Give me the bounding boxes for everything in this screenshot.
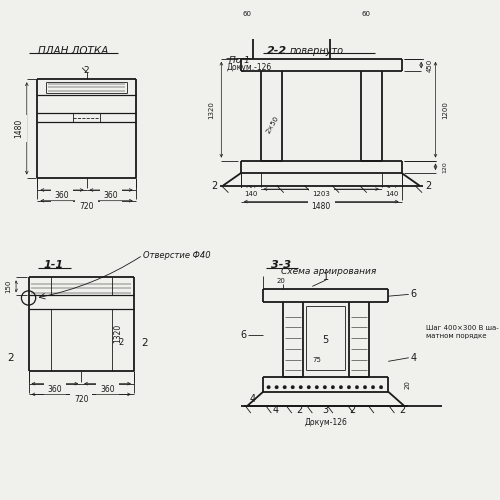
- Text: 4: 4: [272, 404, 279, 414]
- Text: 20: 20: [404, 380, 410, 389]
- Text: Докум-126: Докум-126: [304, 418, 347, 426]
- Text: 6: 6: [410, 290, 416, 300]
- Text: Докум.-126: Докум.-126: [226, 63, 272, 72]
- Text: По 1: По 1: [230, 56, 250, 65]
- Text: 2: 2: [84, 66, 89, 75]
- Text: 450: 450: [427, 58, 433, 71]
- Text: 1-1: 1-1: [44, 260, 64, 270]
- Text: Шаг 400×300 В ша-: Шаг 400×300 В ша-: [426, 326, 498, 332]
- Text: 60: 60: [362, 11, 370, 17]
- Text: 360: 360: [54, 191, 70, 200]
- Text: 2: 2: [296, 404, 302, 414]
- Text: 1: 1: [322, 272, 329, 281]
- Circle shape: [347, 386, 350, 389]
- Circle shape: [283, 386, 286, 389]
- Text: 4: 4: [410, 353, 416, 363]
- Text: 75: 75: [312, 356, 321, 362]
- Text: 3-3: 3-3: [271, 260, 291, 270]
- Text: 2: 2: [8, 353, 14, 363]
- Text: 5: 5: [322, 335, 329, 345]
- Text: 2: 2: [425, 180, 432, 190]
- Text: 4: 4: [250, 394, 256, 404]
- Text: 3: 3: [322, 404, 329, 414]
- Circle shape: [380, 386, 383, 389]
- Text: Отверстие Ф40: Отверстие Ф40: [143, 250, 210, 260]
- Text: 2: 2: [211, 180, 218, 190]
- Text: 360: 360: [104, 191, 118, 200]
- Text: 6: 6: [240, 330, 246, 340]
- Text: 2: 2: [142, 338, 148, 347]
- Text: 1200: 1200: [442, 100, 448, 118]
- Text: повернуто: повернуто: [290, 46, 344, 56]
- Circle shape: [363, 386, 367, 389]
- Text: 2-2: 2-2: [266, 46, 286, 56]
- Text: 2: 2: [350, 404, 356, 414]
- Circle shape: [275, 386, 278, 389]
- Circle shape: [331, 386, 334, 389]
- Text: 20: 20: [276, 278, 285, 284]
- Circle shape: [315, 386, 318, 389]
- Text: 2×50: 2×50: [265, 115, 280, 134]
- Circle shape: [339, 386, 342, 389]
- Circle shape: [291, 386, 294, 389]
- Circle shape: [299, 386, 302, 389]
- Text: 140: 140: [244, 192, 258, 198]
- Text: 360: 360: [48, 384, 62, 394]
- Text: 720: 720: [74, 395, 88, 404]
- Text: ПЛАН ЛОТКА: ПЛАН ЛОТКА: [38, 46, 108, 56]
- Circle shape: [267, 386, 270, 389]
- Text: 1203: 1203: [312, 192, 330, 198]
- Text: 360: 360: [100, 384, 115, 394]
- Circle shape: [355, 386, 359, 389]
- Text: 1480: 1480: [312, 202, 331, 211]
- Text: 150: 150: [5, 280, 11, 293]
- Text: 1320: 1320: [114, 324, 122, 344]
- Text: 1320: 1320: [208, 100, 214, 118]
- Text: 720: 720: [80, 202, 94, 210]
- Circle shape: [371, 386, 375, 389]
- Text: 1480: 1480: [14, 119, 23, 138]
- Text: матном порядке: матном порядке: [426, 334, 486, 340]
- Text: 2: 2: [400, 404, 406, 414]
- Text: 60: 60: [242, 11, 252, 17]
- Text: Схема армирования: Схема армирования: [281, 266, 376, 276]
- Text: 140: 140: [385, 192, 398, 198]
- Circle shape: [323, 386, 326, 389]
- Circle shape: [307, 386, 310, 389]
- Text: 120: 120: [443, 161, 448, 172]
- Circle shape: [22, 291, 36, 305]
- Text: 2: 2: [118, 338, 124, 347]
